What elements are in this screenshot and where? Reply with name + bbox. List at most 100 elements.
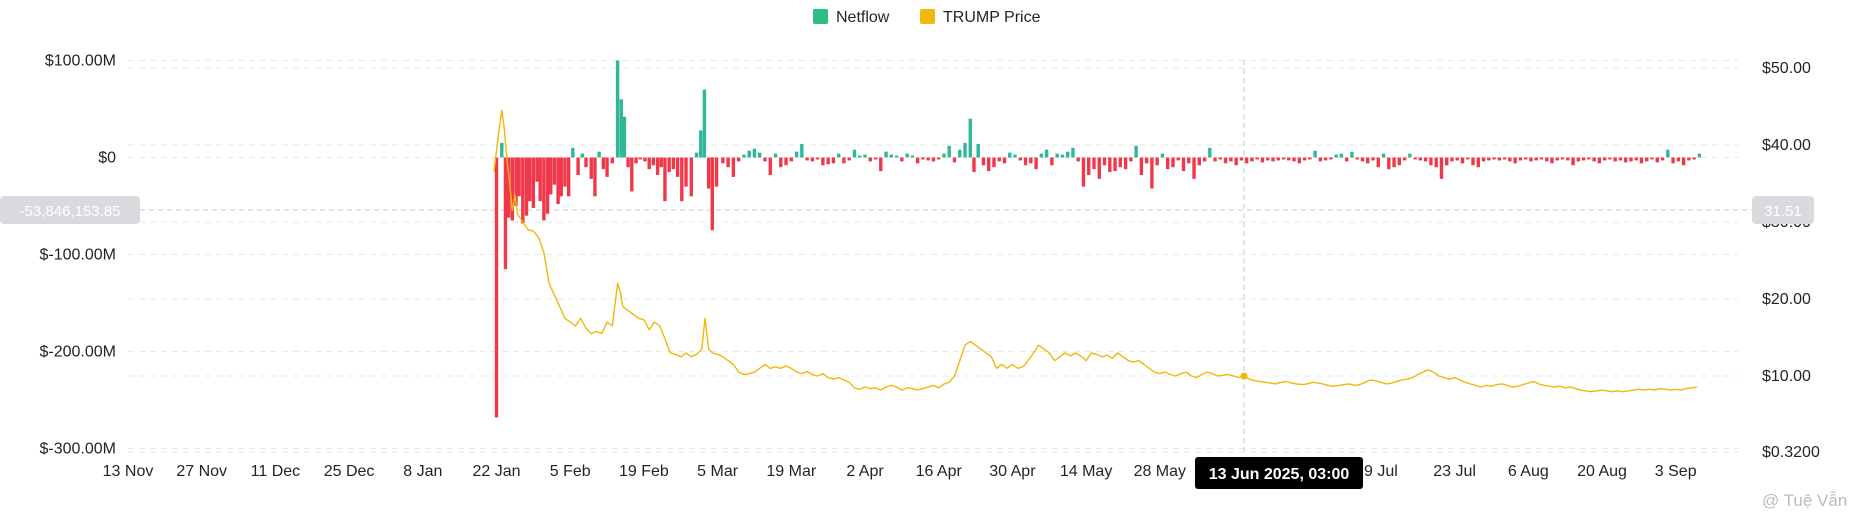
netflow-bar[interactable] <box>1581 157 1586 161</box>
netflow-bar[interactable] <box>1181 157 1186 172</box>
netflow-bar[interactable] <box>1618 157 1623 161</box>
netflow-bar[interactable] <box>736 157 741 162</box>
netflow-bar[interactable] <box>921 157 925 160</box>
netflow-bar[interactable] <box>1266 157 1270 161</box>
netflow-bar[interactable] <box>958 149 962 158</box>
netflow-bar[interactable] <box>1602 157 1607 161</box>
netflow-bar[interactable] <box>1108 157 1112 173</box>
netflow-bar[interactable] <box>1229 157 1233 162</box>
netflow-bar[interactable] <box>1134 145 1138 158</box>
netflow-bar[interactable] <box>1566 157 1570 161</box>
netflow-bar[interactable] <box>1029 157 1033 164</box>
netflow-bar[interactable] <box>514 157 518 207</box>
netflow-bar[interactable] <box>684 157 688 187</box>
netflow-bar[interactable] <box>1118 157 1123 168</box>
netflow-bar[interactable] <box>1397 157 1402 166</box>
netflow-bar[interactable] <box>779 157 783 168</box>
netflow-bar[interactable] <box>1497 157 1502 161</box>
netflow-bar[interactable] <box>831 157 836 164</box>
netflow-bar[interactable] <box>651 157 656 166</box>
netflow-bar[interactable] <box>815 157 820 160</box>
netflow-bar[interactable] <box>1329 157 1333 160</box>
netflow-bar[interactable] <box>1518 157 1523 161</box>
netflow-bar[interactable] <box>1560 157 1565 160</box>
netflow-bar[interactable] <box>1445 157 1449 166</box>
netflow-bar[interactable] <box>1039 153 1044 158</box>
netflow-bar[interactable] <box>1176 157 1180 161</box>
netflow-bar[interactable] <box>1129 157 1133 162</box>
netflow-bar[interactable] <box>1502 157 1507 160</box>
netflow-bar[interactable] <box>726 157 730 168</box>
netflow-bar[interactable] <box>675 157 680 177</box>
legend-label-netflow[interactable]: Netflow <box>836 9 890 26</box>
netflow-bar[interactable] <box>1250 157 1254 162</box>
netflow-bar[interactable] <box>1539 157 1544 160</box>
netflow-bar[interactable] <box>1597 157 1602 164</box>
netflow-bar[interactable] <box>910 155 915 158</box>
netflow-bar[interactable] <box>1160 153 1165 158</box>
netflow-bar[interactable] <box>1192 157 1196 179</box>
netflow-bar[interactable] <box>1508 157 1512 162</box>
netflow-bar[interactable] <box>794 151 799 158</box>
netflow-bar[interactable] <box>1434 157 1438 168</box>
netflow-bar[interactable] <box>968 118 972 158</box>
netflow-bar[interactable] <box>535 157 539 182</box>
netflow-bar[interactable] <box>1513 157 1517 164</box>
netflow-bar[interactable] <box>1213 157 1217 162</box>
netflow-bar[interactable] <box>619 99 623 158</box>
netflow-bar[interactable] <box>1481 157 1486 162</box>
netflow-bar[interactable] <box>992 157 996 168</box>
netflow-bar[interactable] <box>494 157 499 418</box>
netflow-bar[interactable] <box>810 157 815 162</box>
netflow-bar[interactable] <box>1387 157 1391 170</box>
netflow-bar[interactable] <box>976 143 980 158</box>
netflow-bar[interactable] <box>524 157 529 216</box>
netflow-bar[interactable] <box>1455 157 1459 161</box>
netflow-bar[interactable] <box>647 157 651 170</box>
netflow-bar[interactable] <box>1202 157 1207 162</box>
netflow-bar[interactable] <box>527 157 532 202</box>
netflow-bar[interactable] <box>622 116 627 158</box>
netflow-bar[interactable] <box>1350 151 1354 158</box>
netflow-bar[interactable] <box>931 157 936 162</box>
netflow-bar[interactable] <box>1144 157 1149 164</box>
netflow-bar[interactable] <box>1018 157 1022 161</box>
netflow-bar[interactable] <box>752 148 757 158</box>
netflow-bar[interactable] <box>842 157 846 164</box>
netflow-bar[interactable] <box>1287 157 1291 161</box>
netflow-bar[interactable] <box>1608 157 1612 160</box>
netflow-bar[interactable] <box>1408 153 1412 158</box>
netflow-bar[interactable] <box>773 153 778 158</box>
netflow-bar[interactable] <box>610 157 615 164</box>
netflow-bar[interactable] <box>1639 157 1644 164</box>
netflow-bar[interactable] <box>858 155 862 158</box>
netflow-bar[interactable] <box>1623 157 1628 163</box>
netflow-bar[interactable] <box>721 157 725 164</box>
netflow-bar[interactable] <box>593 157 597 197</box>
netflow-bar[interactable] <box>1055 153 1059 158</box>
netflow-bar[interactable] <box>852 149 857 158</box>
netflow-bar[interactable] <box>1529 157 1533 162</box>
netflow-bar[interactable] <box>1355 157 1359 160</box>
netflow-bar[interactable] <box>531 157 536 208</box>
netflow-bar[interactable] <box>638 157 642 160</box>
netflow-bar[interactable] <box>868 157 872 162</box>
netflow-bar[interactable] <box>1687 157 1691 161</box>
netflow-bar[interactable] <box>1308 157 1312 160</box>
netflow-bar[interactable] <box>1629 157 1633 162</box>
netflow-bar[interactable] <box>1413 157 1417 160</box>
netflow-bar[interactable] <box>689 157 693 197</box>
netflow-bar[interactable] <box>1613 157 1617 162</box>
netflow-bar[interactable] <box>1081 157 1086 187</box>
netflow-bar[interactable] <box>826 157 830 165</box>
netflow-bar[interactable] <box>763 157 767 162</box>
netflow-bar[interactable] <box>615 60 620 158</box>
netflow-bar[interactable] <box>1013 154 1017 158</box>
netflow-bar[interactable] <box>1666 149 1670 158</box>
netflow-bar[interactable] <box>1276 157 1280 161</box>
netflow-bar[interactable] <box>1171 157 1175 168</box>
netflow-bar[interactable] <box>915 157 920 164</box>
netflow-bar[interactable] <box>1302 157 1307 161</box>
netflow-bar[interactable] <box>694 152 699 158</box>
netflow-bar[interactable] <box>1392 157 1396 168</box>
